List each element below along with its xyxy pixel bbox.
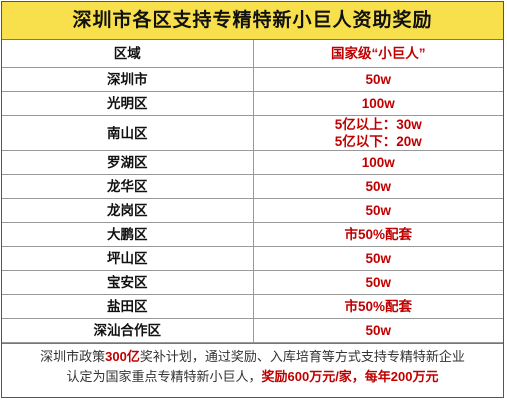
table-row: 光明区 100w <box>2 91 503 116</box>
subsidy-table: 区域 国家级“小巨人” 深圳市 50w 光明区 100w 南山区 5亿以上：30w 5亿以下：2… <box>2 40 503 343</box>
region-cell: 坪山区 <box>2 246 254 271</box>
amount-line: 5亿以上：30w <box>334 117 422 132</box>
amount-cell: 市50%配套 <box>252 294 503 319</box>
table-row: 南山区 5亿以上：30w 5亿以下：20w <box>2 115 503 151</box>
amount-cell: 市50%配套 <box>252 222 503 247</box>
amount-line: 50w <box>365 323 392 338</box>
column-header: 国家级“小巨人” <box>252 40 503 68</box>
table-row: 大鹏区 市50%配套 <box>2 222 503 247</box>
region-cell: 盐田区 <box>2 294 254 319</box>
header-row: 区域 国家级“小巨人” <box>2 40 503 68</box>
amount-line: 50w <box>365 251 392 266</box>
amount-cell: 50w <box>252 246 503 271</box>
amount-cell: 50w <box>252 270 503 295</box>
table-row: 深汕合作区 50w <box>2 318 503 343</box>
amount-line: 50w <box>365 72 392 87</box>
region-cell: 龙华区 <box>2 174 254 199</box>
table-row: 盐田区 市50%配套 <box>2 294 503 319</box>
region-cell: 深圳市 <box>2 67 254 92</box>
amount-line: 100w <box>361 155 395 170</box>
region-cell: 罗湖区 <box>2 150 254 175</box>
table-row: 宝安区 50w <box>2 270 503 295</box>
amount-line: 5亿以下：20w <box>334 134 422 149</box>
amount-line: 50w <box>365 275 392 290</box>
amount-cell: 100w <box>252 150 503 175</box>
region-cell: 深汕合作区 <box>2 318 254 343</box>
table-row: 罗湖区 100w <box>2 150 503 175</box>
region-cell: 宝安区 <box>2 270 254 295</box>
footer-line: 认定为国家重点专精特新小巨人，奖励600万元/家，每年200万元 <box>6 367 499 387</box>
footer-note: 深圳市政策300亿奖补计划，通过奖励、入库培育等方式支持专精特新企业 认定为国家重… <box>2 343 503 387</box>
region-cell: 大鹏区 <box>2 222 254 247</box>
amount-cell: 50w <box>252 67 503 92</box>
footer-text: 300亿 <box>105 349 140 364</box>
region-cell: 南山区 <box>2 115 254 151</box>
amount-line: 市50%配套 <box>344 227 413 242</box>
footer-text: 认定为国家重点专精特新小巨人， <box>66 369 262 384</box>
title: 深圳市各区支持专精特新小巨人资助奖励 <box>2 2 503 40</box>
table-row: 坪山区 50w <box>2 246 503 271</box>
amount-line: 100w <box>361 96 395 111</box>
footer-line: 深圳市政策300亿奖补计划，通过奖励、入库培育等方式支持专精特新企业 <box>6 347 499 367</box>
table-row: 龙华区 50w <box>2 174 503 199</box>
amount-cell: 50w <box>252 174 503 199</box>
amount-line: 市50%配套 <box>344 299 413 314</box>
amount-cell: 100w <box>252 91 503 116</box>
amount-cell: 5亿以上：30w 5亿以下：20w <box>252 115 503 151</box>
amount-cell: 50w <box>252 318 503 343</box>
table-row: 深圳市 50w <box>2 67 503 92</box>
table-row: 龙岗区 50w <box>2 198 503 223</box>
column-header: 区域 <box>2 40 254 68</box>
amount-line: 50w <box>365 179 392 194</box>
region-cell: 光明区 <box>2 91 254 116</box>
amount-cell: 50w <box>252 198 503 223</box>
region-cell: 龙岗区 <box>2 198 254 223</box>
footer-text: 奖补计划，通过奖励、入库培育等方式支持专精特新企业 <box>139 349 465 364</box>
footer-text: 深圳市政策 <box>40 349 106 364</box>
footer-text: 奖励600万元/家，每年200万元 <box>261 369 439 384</box>
amount-line: 50w <box>365 203 392 218</box>
